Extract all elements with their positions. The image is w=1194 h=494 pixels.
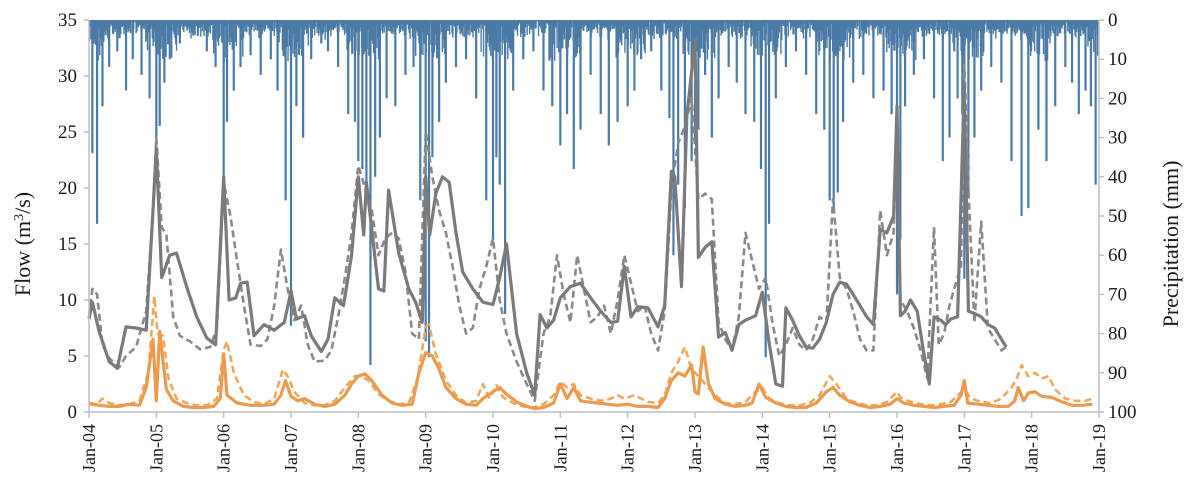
ytick-label: 5: [68, 346, 78, 367]
xtick-label: Jan-08: [348, 424, 368, 472]
ytick-label: 15: [58, 234, 77, 255]
xtick-label: Jan-06: [214, 424, 234, 472]
y2tick-label: 0: [1108, 10, 1118, 31]
xtick-label: Jan-14: [752, 424, 772, 472]
series-gray-solid: [87, 38, 1008, 397]
y2tick-label: 80: [1108, 324, 1127, 345]
xtick-label: Jan-11: [550, 424, 570, 471]
y2-axis-title: Precipitation (mm): [1158, 161, 1183, 328]
y2tick-label: 50: [1108, 206, 1127, 227]
y2tick-label: 100: [1108, 402, 1137, 423]
y2tick-label: 90: [1108, 363, 1127, 384]
y2tick-label: 40: [1108, 167, 1127, 188]
y2tick-label: 30: [1108, 128, 1127, 149]
xtick-label: Jan-04: [79, 424, 99, 472]
flow-series: [87, 38, 1093, 411]
ytick-label: 30: [58, 66, 77, 87]
ytick-label: 0: [68, 402, 78, 423]
y2tick-label: 20: [1108, 88, 1127, 109]
xtick-label: Jan-07: [281, 424, 301, 472]
xtick-label: Jan-17: [954, 424, 974, 472]
y2tick-label: 70: [1108, 284, 1127, 305]
series-orange-solid: [88, 329, 1093, 411]
xtick-label: Jan-18: [1022, 424, 1042, 472]
precipitation-bars: [88, 20, 1100, 365]
xtick-label: Jan-10: [483, 424, 503, 472]
y2tick-label: 60: [1108, 245, 1127, 266]
ytick-label: 25: [58, 122, 77, 143]
ytick-label: 10: [58, 290, 77, 311]
axes: [88, 20, 1100, 413]
xtick-label: Jan-13: [685, 424, 705, 472]
xtick-label: Jan-16: [887, 424, 907, 472]
xtick-label: Jan-19: [1089, 424, 1109, 472]
y2tick-label: 10: [1108, 49, 1127, 70]
xtick-label: Jan-09: [416, 424, 436, 472]
ytick-label: 20: [58, 178, 77, 199]
xtick-label: Jan-15: [820, 424, 840, 472]
series-orange-dashed: [88, 295, 1093, 409]
xtick-label: Jan-12: [618, 424, 638, 472]
ytick-label: 35: [58, 10, 77, 31]
xtick-label: Jan-05: [146, 424, 166, 472]
y-axis-title: Flow (m3/s): [10, 192, 35, 296]
